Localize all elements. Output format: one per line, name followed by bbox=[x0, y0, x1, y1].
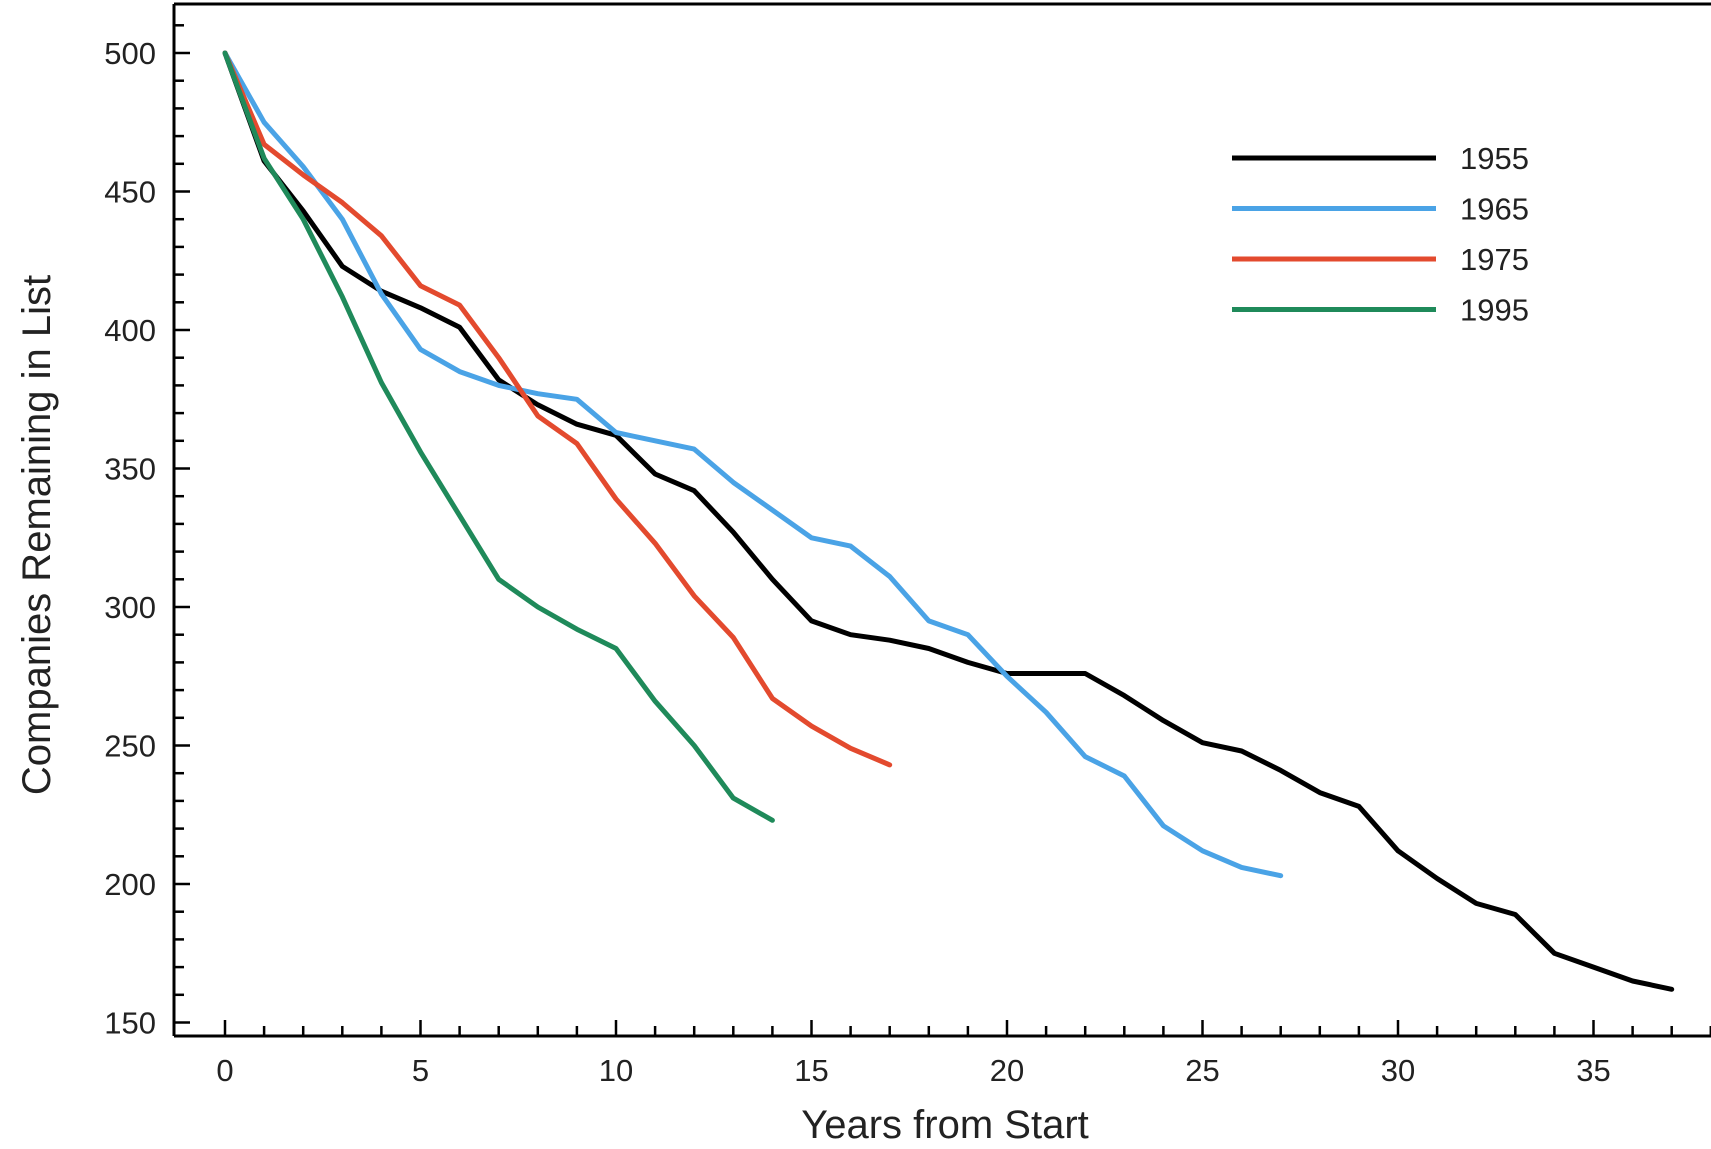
series-line-1965 bbox=[222, 50, 1284, 879]
legend-label-1955: 1955 bbox=[1460, 141, 1529, 176]
y-tick-label: 300 bbox=[104, 590, 156, 625]
axes-layer bbox=[172, 2, 1711, 1038]
x-axis-title: Years from Start bbox=[801, 1103, 1089, 1147]
ticks-layer: 0 5 10 15 20 25 30 35 150 200 250 300 350 400 450 500 bbox=[104, 24, 1711, 1088]
legend-label-1975: 1975 bbox=[1460, 242, 1529, 277]
y-tick-label: 200 bbox=[104, 867, 156, 902]
x-tick-label: 0 bbox=[216, 1053, 233, 1088]
y-axis-title: Companies Remaining in List bbox=[15, 275, 59, 795]
legend-label-1965: 1965 bbox=[1460, 192, 1529, 227]
y-tick-label: 400 bbox=[104, 313, 156, 348]
legend: 1955 1965 1975 1995 bbox=[1232, 141, 1529, 328]
series-line-1975 bbox=[222, 50, 893, 768]
legend-label-1995: 1995 bbox=[1460, 293, 1529, 328]
x-tick-label: 35 bbox=[1576, 1053, 1610, 1088]
series-line-1955 bbox=[222, 50, 1675, 992]
y-tick-label: 250 bbox=[104, 729, 156, 764]
x-tick-label: 30 bbox=[1381, 1053, 1415, 1088]
y-tick-label: 150 bbox=[104, 1006, 156, 1041]
y-tick-label: 450 bbox=[104, 175, 156, 210]
x-tick-label: 15 bbox=[794, 1053, 828, 1088]
series-layer bbox=[222, 50, 1675, 992]
y-tick-label: 500 bbox=[104, 36, 156, 71]
x-tick-label: 25 bbox=[1185, 1053, 1219, 1088]
x-tick-label: 20 bbox=[990, 1053, 1024, 1088]
x-tick-label: 10 bbox=[599, 1053, 633, 1088]
x-tick-label: 5 bbox=[412, 1053, 429, 1088]
y-tick-label: 350 bbox=[104, 452, 156, 487]
